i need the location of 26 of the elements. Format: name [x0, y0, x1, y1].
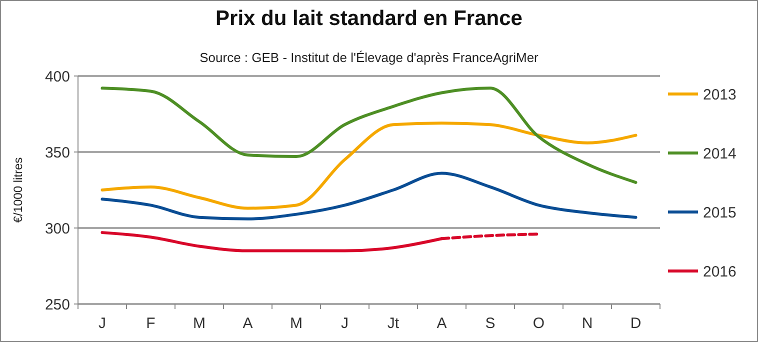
chart-title: Prix du lait standard en France	[216, 7, 522, 30]
y-tick-label: 350	[44, 144, 70, 162]
x-tick-label: M	[193, 315, 206, 332]
x-tick-label: J	[98, 315, 106, 332]
x-tick-label: N	[582, 315, 593, 332]
x-tick-label: J	[341, 315, 348, 332]
chart-subtitle: Source : GEB - Institut de l'Élevage d'après FranceAgriMer	[200, 50, 540, 65]
y-tick-label: 300	[44, 220, 70, 238]
line-series	[100, 86, 638, 184]
x-tick-label: M	[290, 315, 302, 332]
y-tick-label: 400	[44, 68, 70, 86]
y-axis-title: €/1000 litres	[11, 157, 25, 223]
legend-label: 2015	[703, 204, 736, 222]
line-series	[100, 172, 638, 220]
x-tick-label: O	[532, 315, 545, 332]
x-tick-label: A	[242, 315, 253, 332]
line-series	[100, 122, 638, 210]
legend-label: 2014	[703, 145, 736, 162]
legend-label: 2013	[703, 86, 736, 104]
x-tick-label: F	[146, 315, 156, 332]
x-tick-label: S	[485, 315, 496, 332]
x-tick-label: D	[630, 315, 642, 332]
legend-label: 2016	[703, 263, 736, 280]
y-tick-label: 250	[44, 296, 70, 314]
x-tick-label: A	[436, 315, 447, 332]
x-tick-label: Jt	[387, 315, 400, 332]
